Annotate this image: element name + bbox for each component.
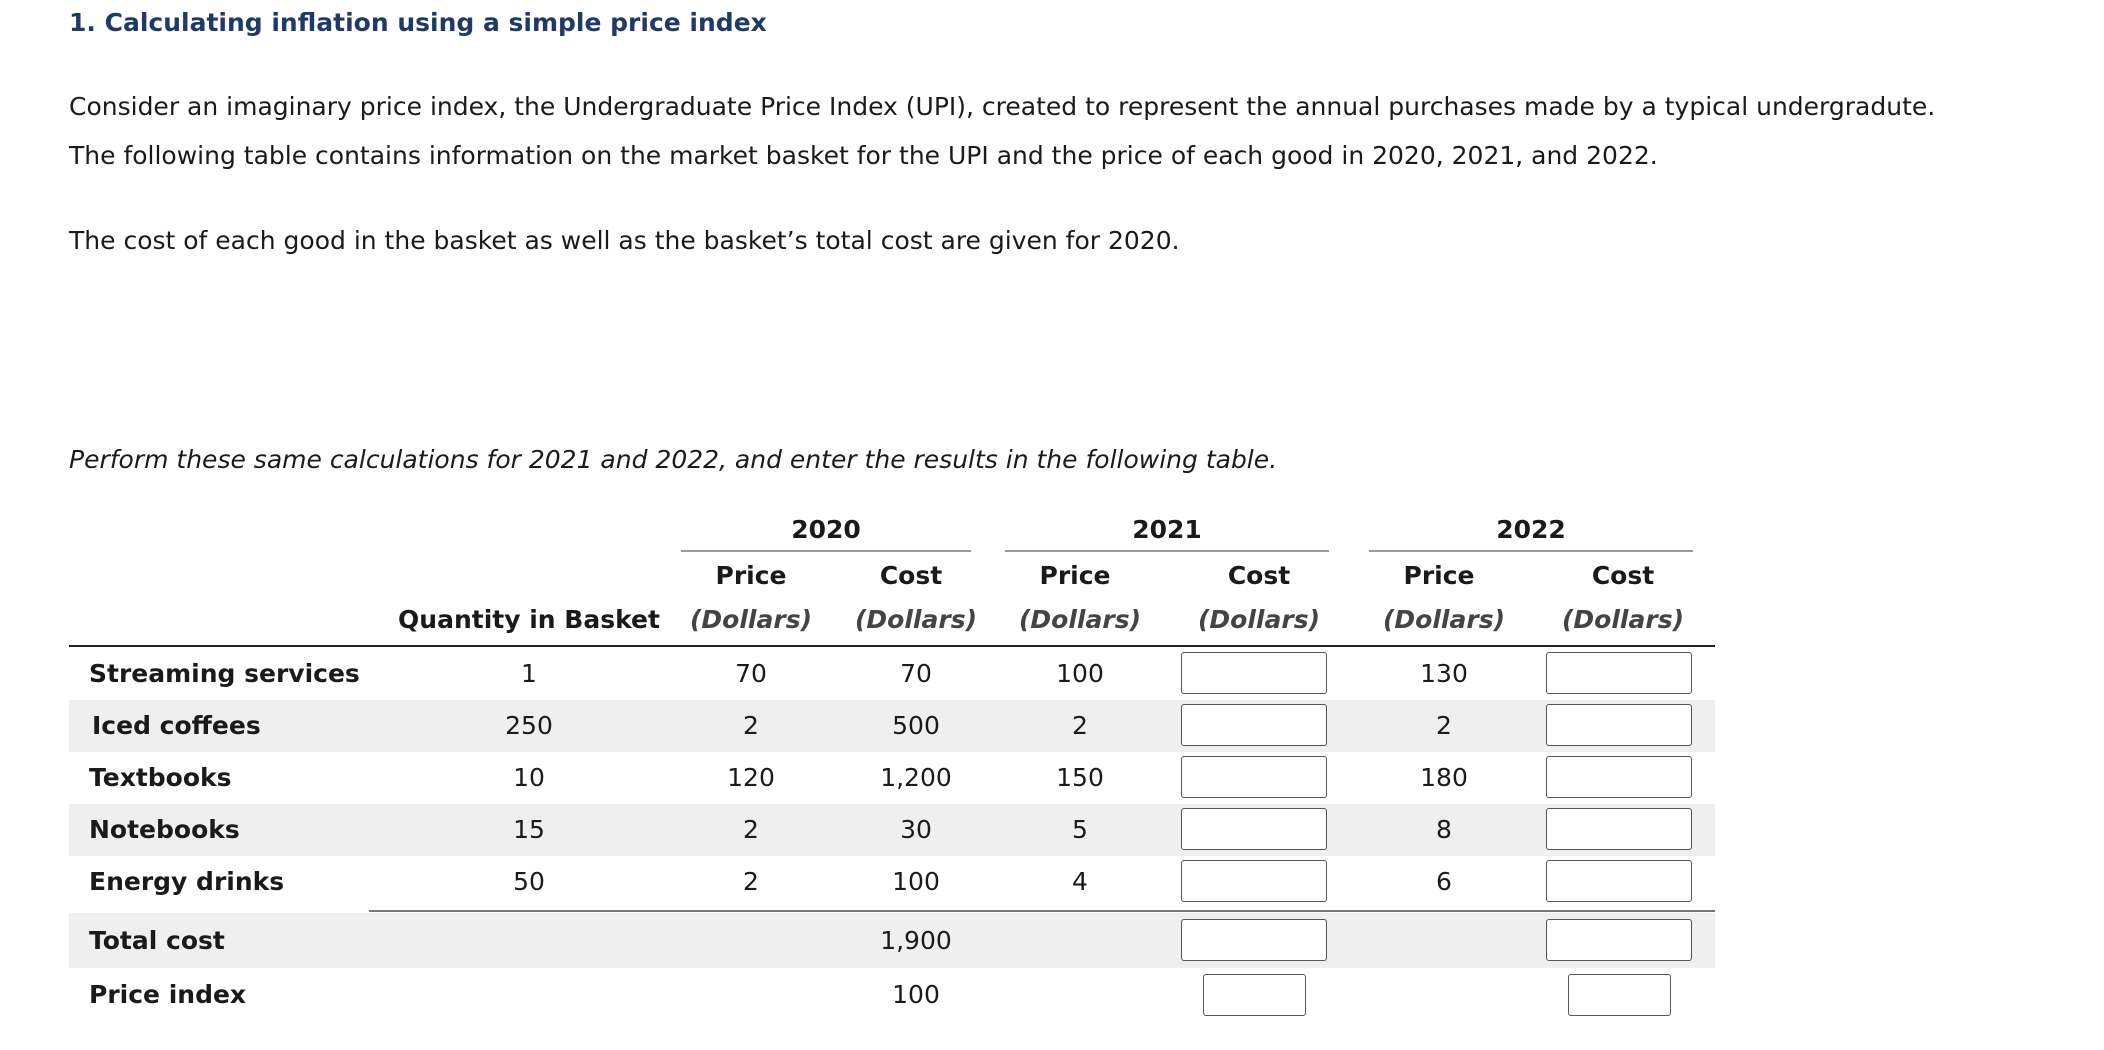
price-index-2021-input[interactable] — [1203, 974, 1306, 1016]
unit-header-price-2021: (Dollars) — [1019, 605, 1141, 634]
cost-header-2020: Cost — [879, 561, 943, 590]
unit-header-cost-2022: (Dollars) — [1562, 605, 1684, 634]
year-header-2020: 2020 — [791, 515, 861, 544]
unit-header-price-2020: (Dollars) — [690, 605, 812, 634]
year-underline-2021 — [1005, 550, 1329, 552]
price-2021-cell: 150 — [1056, 763, 1104, 792]
total-cost-2021-input[interactable] — [1181, 919, 1327, 961]
price-2021-cell: 2 — [1072, 711, 1088, 740]
quantity-cell: 50 — [513, 867, 545, 896]
price-header-2020: Price — [715, 561, 787, 590]
cost-2022-input[interactable] — [1546, 652, 1692, 694]
page-title: 1. Calculating inflation using a simple … — [69, 8, 767, 37]
cost-2021-input[interactable] — [1181, 704, 1327, 746]
total-cost-2022-input[interactable] — [1546, 919, 1692, 961]
unit-header-cost-2020: (Dollars) — [855, 605, 977, 634]
price-index-label: Price index — [89, 980, 247, 1009]
cost-2022-input[interactable] — [1546, 756, 1692, 798]
quantity-cell: 250 — [505, 711, 553, 740]
quantity-cell: 10 — [513, 763, 545, 792]
price-header-2021: Price — [1039, 561, 1111, 590]
unit-header-price-2022: (Dollars) — [1383, 605, 1505, 634]
cost-2020-cell: 30 — [900, 815, 932, 844]
price-2021-cell: 4 — [1072, 867, 1088, 896]
price-2022-cell: 2 — [1436, 711, 1452, 740]
good-label: Textbooks — [89, 763, 232, 792]
table-row: Energy drinks 50 2 100 4 6 — [69, 856, 1715, 908]
price-header-2022: Price — [1403, 561, 1475, 590]
year-underline-2022 — [1369, 550, 1693, 552]
unit-header-cost-2021: (Dollars) — [1198, 605, 1320, 634]
total-cost-2020: 1,900 — [880, 926, 952, 955]
price-index-2020: 100 — [892, 980, 940, 1009]
cost-2021-input[interactable] — [1181, 756, 1327, 798]
price-2020-cell: 2 — [743, 711, 759, 740]
good-label: Iced coffees — [92, 711, 261, 740]
quantity-cell: 1 — [521, 659, 537, 688]
price-2022-cell: 8 — [1436, 815, 1452, 844]
cost-2020-cell: 500 — [892, 711, 940, 740]
cost-header-2022: Cost — [1591, 561, 1655, 590]
price-index-row: Price index 100 — [69, 968, 1715, 1022]
header-rule — [69, 645, 1715, 647]
price-2021-cell: 5 — [1072, 815, 1088, 844]
table-row: Streaming services 1 70 70 100 130 — [69, 648, 1715, 700]
table-row: Iced coffees 250 2 500 2 2 — [69, 700, 1715, 752]
intro-paragraph: Consider an imaginary price index, the U… — [69, 82, 1935, 180]
cost-2021-input[interactable] — [1181, 860, 1327, 902]
cost-2020-cell: 70 — [900, 659, 932, 688]
table-row: Textbooks 10 120 1,200 150 180 — [69, 752, 1715, 804]
quantity-header: Quantity in Basket — [398, 605, 660, 634]
intro-line-2: The following table contains information… — [69, 141, 1658, 170]
year-header-2022: 2022 — [1496, 515, 1566, 544]
price-2022-cell: 6 — [1436, 867, 1452, 896]
price-2020-cell: 120 — [727, 763, 775, 792]
price-2022-cell: 130 — [1420, 659, 1468, 688]
quantity-cell: 15 — [513, 815, 545, 844]
good-label: Energy drinks — [89, 867, 285, 896]
total-rule — [369, 910, 1715, 912]
price-index-2022-input[interactable] — [1568, 974, 1671, 1016]
cost-2021-input[interactable] — [1181, 652, 1327, 694]
cost-2021-input[interactable] — [1181, 808, 1327, 850]
good-label: Streaming services — [89, 659, 360, 688]
cost-2022-input[interactable] — [1546, 808, 1692, 850]
good-label: Notebooks — [89, 815, 240, 844]
table-row: Notebooks 15 2 30 5 8 — [69, 804, 1715, 856]
year-header-2021: 2021 — [1132, 515, 1202, 544]
cost-2022-input[interactable] — [1546, 704, 1692, 746]
price-2022-cell: 180 — [1420, 763, 1468, 792]
price-2020-cell: 70 — [735, 659, 767, 688]
year-underline-2020 — [681, 550, 971, 552]
instruction-text: Perform these same calculations for 2021… — [69, 445, 1278, 474]
price-2020-cell: 2 — [743, 815, 759, 844]
price-2020-cell: 2 — [743, 867, 759, 896]
price-2021-cell: 100 — [1056, 659, 1104, 688]
cost-header-2021: Cost — [1227, 561, 1291, 590]
cost-2020-cell: 100 — [892, 867, 940, 896]
intro-line-1: Consider an imaginary price index, the U… — [69, 92, 1936, 121]
cost-2020-cell: 1,200 — [880, 763, 952, 792]
cost-2022-input[interactable] — [1546, 860, 1692, 902]
cost-note: The cost of each good in the basket as w… — [69, 226, 1180, 255]
total-cost-label: Total cost — [89, 926, 225, 955]
total-cost-row: Total cost 1,900 — [69, 913, 1715, 968]
